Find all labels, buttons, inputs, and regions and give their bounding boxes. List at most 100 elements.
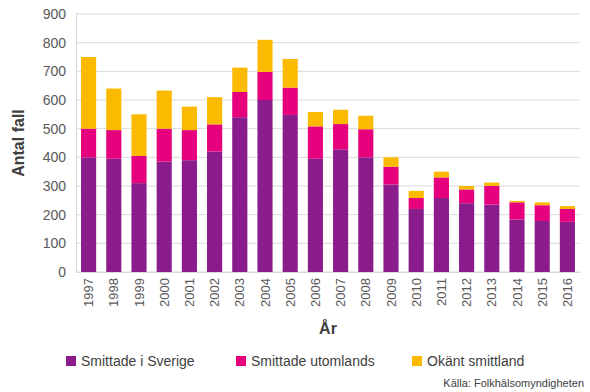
y-tick-label: 300 bbox=[43, 178, 67, 194]
x-tick: 2003 bbox=[232, 272, 247, 307]
x-tick: 2010 bbox=[409, 272, 424, 307]
bar bbox=[484, 186, 499, 205]
grid-line bbox=[76, 243, 580, 244]
y-tick-label: 600 bbox=[43, 92, 67, 108]
bar bbox=[81, 57, 96, 129]
bar bbox=[459, 203, 474, 272]
legend-swatch bbox=[412, 356, 422, 366]
y-tick-label: 400 bbox=[43, 149, 67, 165]
y-tick-label: 200 bbox=[43, 207, 67, 223]
bar bbox=[106, 159, 121, 272]
legend-swatch bbox=[66, 356, 76, 366]
bar bbox=[131, 114, 146, 156]
bar bbox=[434, 172, 449, 178]
bar bbox=[257, 72, 272, 100]
legend-item: Smittade utomlands bbox=[236, 353, 375, 369]
y-tick-label: 500 bbox=[43, 121, 67, 137]
x-tick-label: 2010 bbox=[409, 278, 424, 307]
bar bbox=[560, 222, 575, 272]
bar bbox=[283, 115, 298, 272]
x-tick: 2006 bbox=[308, 272, 323, 307]
legend-label: Smittade utomlands bbox=[251, 353, 375, 369]
bar bbox=[182, 130, 197, 160]
x-tick-label: 2004 bbox=[258, 278, 273, 307]
x-tick: 2012 bbox=[459, 272, 474, 307]
source: Källa: Folkhälsomyndigheten bbox=[443, 377, 584, 389]
x-tick: 2009 bbox=[384, 272, 399, 307]
y-tick-label: 700 bbox=[43, 63, 67, 79]
bar bbox=[182, 160, 197, 272]
bar bbox=[358, 129, 373, 157]
y-tick: 800 bbox=[43, 35, 76, 51]
bar bbox=[232, 92, 247, 117]
x-tick: 2001 bbox=[182, 272, 197, 307]
bar bbox=[333, 149, 348, 272]
x-tick-label: 2014 bbox=[510, 278, 525, 307]
grid-line bbox=[76, 272, 580, 273]
x-tick: 1998 bbox=[106, 272, 121, 307]
grid-line bbox=[76, 14, 580, 15]
bar bbox=[383, 157, 398, 166]
legend-label: Okänt smittland bbox=[427, 353, 524, 369]
bar bbox=[157, 91, 172, 129]
bar bbox=[257, 40, 272, 72]
bar bbox=[207, 97, 222, 124]
y-tick: 300 bbox=[43, 178, 76, 194]
x-tick: 2002 bbox=[207, 272, 222, 307]
bar bbox=[358, 157, 373, 272]
x-tick-label: 2009 bbox=[384, 278, 399, 307]
bar bbox=[81, 129, 96, 158]
x-tick: 1997 bbox=[81, 272, 96, 307]
x-tick-label: 2000 bbox=[157, 278, 172, 307]
x-axis-line bbox=[77, 272, 581, 273]
bar bbox=[459, 186, 474, 189]
bar bbox=[409, 191, 424, 198]
bar bbox=[333, 110, 348, 124]
x-tick: 1999 bbox=[132, 272, 147, 307]
bar bbox=[283, 59, 298, 88]
x-tick: 2004 bbox=[258, 272, 273, 307]
grid-line bbox=[76, 214, 580, 215]
grid-line bbox=[76, 186, 580, 187]
grid bbox=[76, 14, 580, 272]
bar bbox=[535, 205, 550, 221]
series-bars bbox=[81, 100, 575, 272]
legend-item: Smittade i Sverige bbox=[66, 353, 195, 369]
x-tick-label: 2013 bbox=[484, 278, 499, 307]
bar bbox=[535, 221, 550, 272]
y-tick: 100 bbox=[43, 235, 76, 251]
bar bbox=[383, 167, 398, 185]
bar bbox=[459, 189, 474, 203]
y-tick: 700 bbox=[43, 63, 76, 79]
x-tick: 2011 bbox=[434, 272, 449, 306]
chart: 0100200300400500600700800900199719981999… bbox=[0, 0, 590, 392]
y-tick: 600 bbox=[43, 92, 76, 108]
x-tick: 2015 bbox=[535, 272, 550, 307]
x-tick-label: 2015 bbox=[535, 278, 550, 307]
bar bbox=[232, 117, 247, 272]
y-tick: 0 bbox=[58, 264, 76, 280]
y-axis-title: Antal fall bbox=[10, 109, 27, 177]
bar bbox=[409, 198, 424, 209]
bar bbox=[434, 177, 449, 198]
bar bbox=[81, 157, 96, 272]
bar bbox=[106, 89, 121, 131]
y-tick-label: 100 bbox=[43, 235, 67, 251]
legend-label: Smittade i Sverige bbox=[81, 353, 195, 369]
bar bbox=[131, 156, 146, 183]
x-axis-title: År bbox=[319, 319, 337, 337]
grid-line bbox=[76, 100, 580, 101]
x-tick-label: 1997 bbox=[81, 278, 96, 307]
x-tick: 2007 bbox=[333, 272, 348, 307]
legend-swatch bbox=[236, 356, 246, 366]
y-tick: 500 bbox=[43, 121, 76, 137]
bar bbox=[560, 206, 575, 209]
y-tick-label: 800 bbox=[43, 35, 67, 51]
bar bbox=[207, 152, 222, 272]
x-tick: 2016 bbox=[560, 272, 575, 307]
x-tick-label: 2003 bbox=[232, 278, 247, 307]
bar bbox=[509, 220, 524, 272]
grid-line bbox=[76, 157, 580, 158]
x-tick-label: 2001 bbox=[182, 278, 197, 307]
bar bbox=[308, 159, 323, 272]
